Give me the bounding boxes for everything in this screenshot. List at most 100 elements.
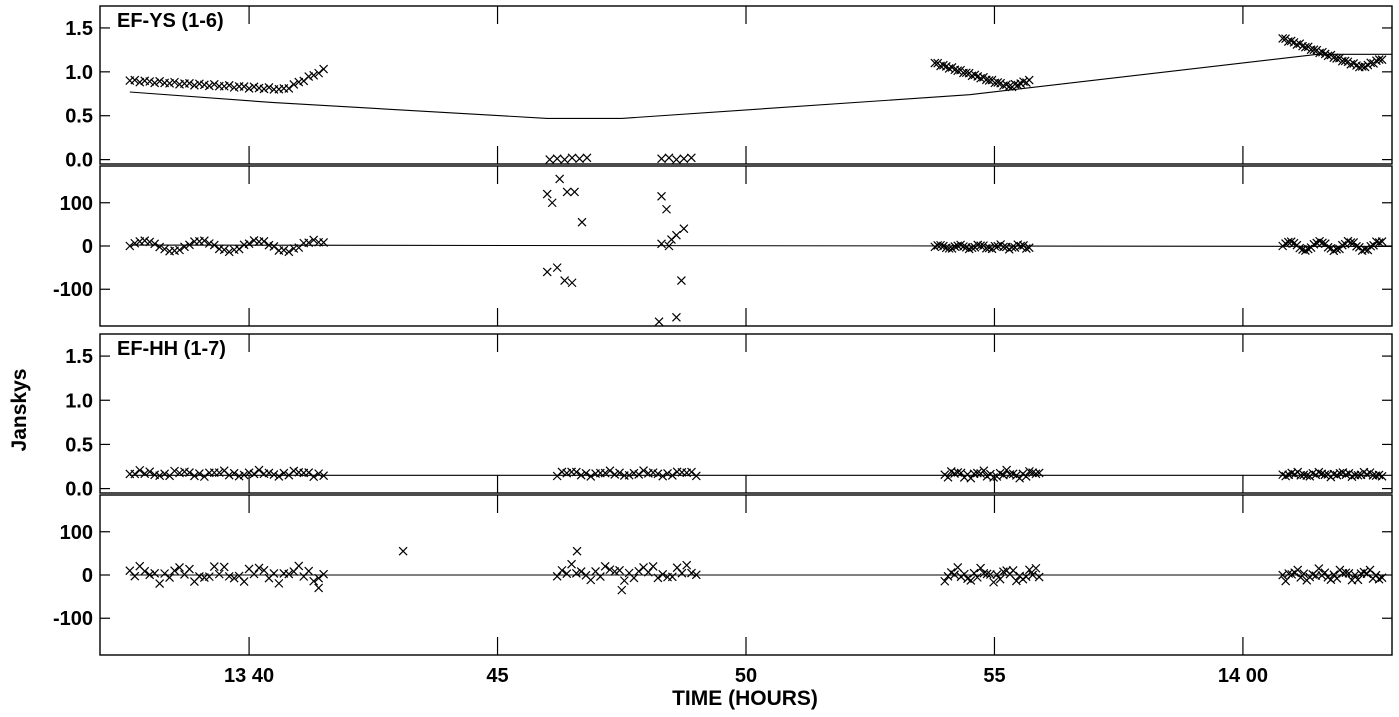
panel1-phase-point [1363,245,1373,255]
axis-tick-labels: 1.5 1.0 0.5 0.0 100 0 -100 EF-YS (1-6) 1.5 1.0 0.5… [53,10,1268,687]
panel1-amplitude-point [953,66,963,76]
panel2-phase-point [309,576,319,586]
panel1-phase-point [130,238,140,248]
panel2-amplitude-point [1031,469,1041,479]
panel2-phase-point [1293,565,1303,575]
panel2-phase-point [145,570,155,580]
panel1-phase-point [1377,237,1387,246]
panel1-phase-point [1329,246,1339,256]
panel2-amplitude-point [1021,472,1031,481]
panel2-amplitude-point [1377,471,1387,481]
panel2-title: EF-HH (1-7) [117,338,226,360]
panel2-amplitude-point [269,470,279,480]
panel1-amplitude-point [1300,42,1310,52]
panel2-phase-point [634,566,644,576]
panel1-phase-point [264,240,274,250]
panel2-phase-point [1011,576,1021,586]
panel1-amplitude-point [679,154,689,164]
panel1-phase-point [309,235,319,245]
panel1-phase-point [1300,246,1310,256]
panel1-amplitude-model-line [129,53,1392,119]
panel2-amplitude-point [571,467,581,477]
panel1-amplitude-point [545,155,555,165]
panel2-phase-point [314,573,324,583]
panel2-phase-point [1021,572,1031,582]
y-axis-label: Janskys [8,369,31,452]
panel1-amplitude-point [244,83,254,93]
panel2-phase-point [985,570,995,579]
panel2-phase-point [170,566,179,576]
panel2-amplitude-point [1347,472,1357,482]
panel1-phase-point [319,238,329,247]
panel2-phase-point [269,569,279,578]
panel2-phase-point [1024,565,1034,575]
panel1-phase-point [654,317,664,327]
panel2-phase-point [249,569,259,579]
panel2-amplitude-point [185,468,194,477]
panel1-amplitude-ytick-label: 1.0 [65,62,93,84]
panel2-amplitude-point [155,471,165,481]
panel1-amplitude-point [944,64,954,73]
panel1-phase-point [204,239,214,248]
panel2-amplitude-point [224,470,234,480]
panel2-phase-point [140,566,150,576]
panel1-amplitude-point [567,153,577,163]
panel2-amplitude-point [264,468,274,478]
panel1-phase-point [279,245,289,255]
panel2-phase-point [687,568,696,578]
panel2-phase-ytick-label: -100 [53,608,93,630]
panel2-phase-point [1362,569,1372,579]
panel1-amplitude-point [130,75,140,85]
panel1-amplitude-point [204,81,214,91]
panel1-phase-point [259,236,269,246]
panel1-phase-point [657,191,666,201]
panel2-phase-point [224,571,234,581]
panel2-amplitude-point [140,469,150,479]
model-curves [129,53,1393,576]
panel2-amplitude-point [199,472,209,482]
panel1-phase-point [555,174,565,184]
panel1-phase-point [679,224,689,234]
panel2-phase-point [1314,564,1324,574]
panel1-amplitude-point [672,155,681,165]
panel2-amplitude-point [234,471,244,481]
panel1-amplitude-point [657,154,666,164]
xtick-label: 55 [983,665,1005,687]
panel2-phase-point [677,568,687,578]
panel1-phase-point [209,240,219,250]
panel2-amplitude-point [943,472,953,482]
panel1-phase-point [1281,239,1290,248]
panel2-amplitude-point [239,470,249,480]
panel2-amplitude-ytick-label: 0.0 [65,479,93,501]
panel2-amplitude-point [254,465,264,475]
panel1-phase-point [664,241,674,251]
panel2-amplitude-point [1028,468,1038,478]
panel2-amplitude-point [687,467,696,477]
panel2-amplitude-point [979,466,989,476]
panel1-phase-point [1332,244,1342,254]
panel1-amplitude-point [319,64,329,74]
panel1-phase-point [662,204,671,214]
panel1-phase-point [150,239,160,249]
panel1-amplitude-point [1309,45,1319,55]
panel2-phase-point [667,572,677,582]
panel2-phase-point [1034,572,1044,582]
panel2-phase-point [1353,575,1363,585]
panel2-amplitude-point [966,473,976,483]
panel2-amplitude-point [667,471,677,480]
panel1-phase-point [1352,241,1361,251]
panel1-amplitude-point [189,80,199,90]
panel1-phase-point [269,242,279,251]
panel2-phase-point [398,546,408,556]
panel1-amplitude-point [993,78,1003,87]
panel2-phase-point [239,577,249,587]
panel2-phase-point [615,565,624,575]
panel2-phase-point [572,546,582,556]
panel1-amplitude-point [984,75,994,85]
panel1-phase-point [959,242,968,251]
panel2-phase-point [1371,570,1381,580]
panel2-amplitude-point [1374,470,1384,480]
panel2-phase-point [284,569,294,579]
panel1-phase-point [284,247,294,257]
panel1-title: EF-YS (1-6) [117,10,224,32]
